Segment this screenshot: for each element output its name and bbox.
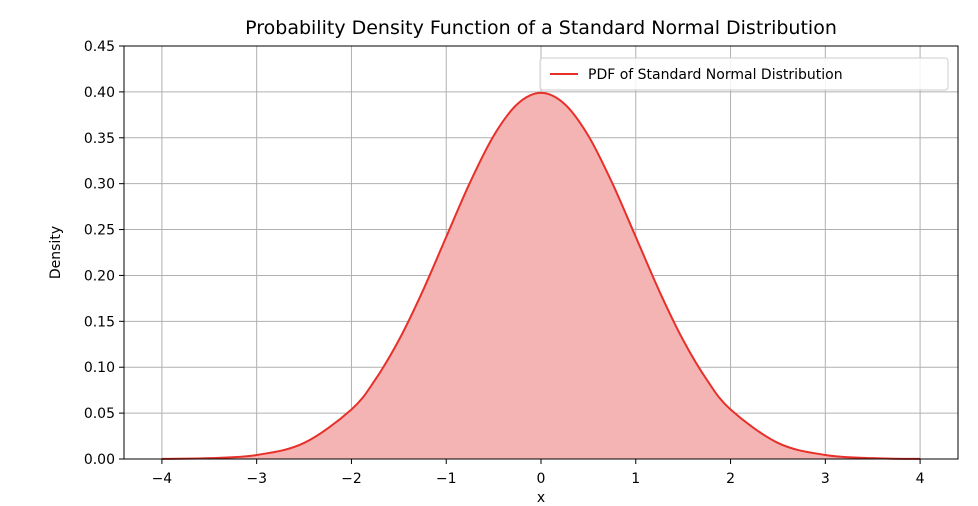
legend-box [539,57,949,91]
x-tick-label: 1 [631,471,640,487]
y-tick-label: 0.30 [84,177,115,193]
legend: PDF of Standard Normal Distribution [539,57,949,91]
x-tick-label: −1 [436,471,457,487]
y-tick-label: 0.20 [84,268,115,284]
chart-title: Probability Density Function of a Standa… [245,17,837,39]
area-fill-pdf [161,92,921,460]
x-tick-label: 3 [821,471,830,487]
x-tick-label: −3 [246,471,267,487]
y-tick-label: 0.45 [84,39,115,55]
y-tick-label: 0.15 [84,314,115,330]
series-line-pdf [161,91,921,460]
y-tick-label: 0.25 [84,223,115,239]
x-tick-label: 0 [537,471,546,487]
axis-ticks: −4 −3 −2 −1 0 1 2 3 4 0.00 0.05 0.10 0.15 0.20 0.25 0.3… [84,39,925,487]
x-tick-label: 4 [916,471,925,487]
y-tick-label: 0.40 [84,85,115,101]
y-tick-label: 0.00 [84,452,115,468]
y-axis-label: Density [48,226,64,279]
x-axis-label: x [537,490,545,506]
x-tick-label: −4 [152,471,173,487]
y-tick-label: 0.35 [84,131,115,147]
y-tick-label: 0.10 [84,360,115,376]
legend-label-pdf: PDF of Standard Normal Distribution [588,67,843,83]
x-tick-label: −2 [341,471,362,487]
x-tick-label: 2 [726,471,735,487]
y-tick-label: 0.05 [84,406,115,422]
